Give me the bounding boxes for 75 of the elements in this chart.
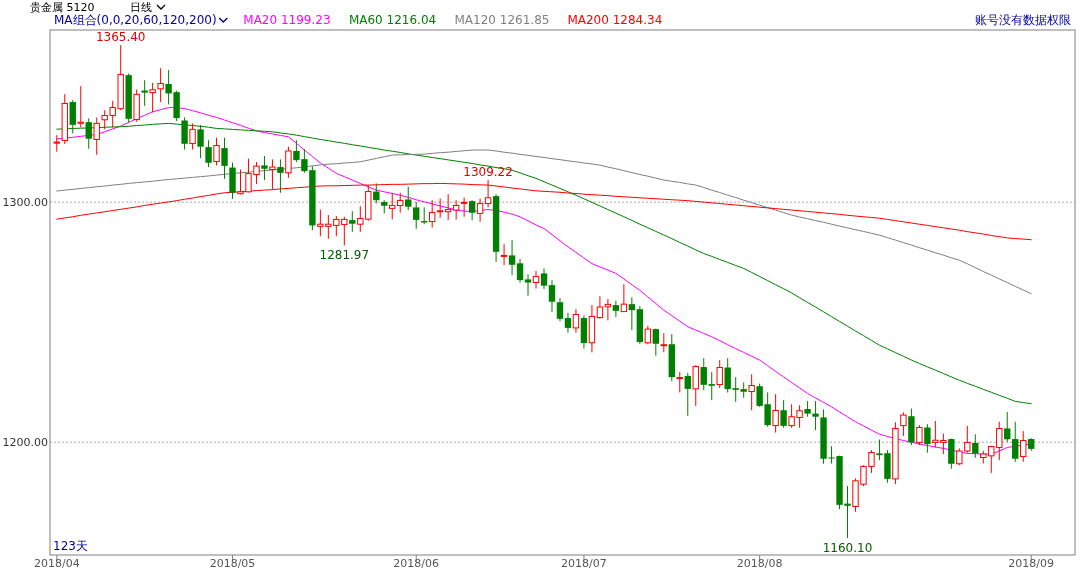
candlestick	[548, 279, 556, 313]
candlestick	[532, 270, 540, 290]
candlestick	[700, 357, 707, 391]
candlestick	[261, 155, 268, 181]
candlestick	[556, 297, 564, 322]
text: MA20 1199.23	[243, 13, 331, 27]
candlestick	[564, 312, 572, 334]
candlestick	[277, 158, 284, 194]
candlestick	[812, 400, 819, 431]
text: MA120 1261.85	[454, 13, 550, 27]
candlestick	[500, 243, 508, 266]
x-tick-label: 2018/08	[736, 557, 783, 570]
candlestick	[1012, 421, 1019, 463]
candlestick	[716, 359, 723, 389]
chart-subtitle: 日线	[130, 1, 152, 14]
x-tick-label: 2018/09	[1008, 557, 1055, 570]
candlestick	[476, 198, 484, 223]
candlestick	[141, 79, 148, 107]
x-tick-label: 2018/04	[33, 557, 80, 570]
text: MA60 1216.04	[348, 13, 437, 27]
candlestick	[652, 328, 660, 357]
candlestick	[772, 393, 779, 434]
candlestick	[1004, 411, 1011, 443]
candlestick	[644, 325, 652, 345]
chart-title: 贵金属 5120	[30, 1, 95, 14]
line-series	[56, 149, 1032, 295]
candlestick	[1020, 430, 1027, 463]
candlestick	[924, 423, 931, 454]
legend-title: MA组合(0,0,20,60,120,200)	[54, 13, 217, 27]
candlestick	[676, 371, 683, 393]
candlestick	[189, 122, 196, 151]
candlestick	[524, 273, 532, 297]
candlestick	[349, 210, 356, 233]
annotation: 123天	[53, 539, 88, 553]
candlestick	[620, 283, 628, 313]
candlestick	[916, 424, 923, 446]
candlestick	[205, 139, 212, 168]
candlestick	[660, 332, 667, 353]
annotation: 1281.97	[319, 248, 370, 263]
text: MA200 1284.34	[567, 13, 663, 27]
candlestick	[540, 267, 548, 290]
candlestick	[596, 295, 604, 320]
candlestick	[628, 296, 636, 331]
annotation: 1309.22	[463, 164, 513, 179]
annotation: 1160.10	[822, 540, 873, 555]
candlestick	[157, 67, 164, 103]
candlestick	[780, 399, 787, 429]
candlestick	[213, 137, 220, 166]
x-tick-label: 2018/05	[209, 557, 256, 570]
candlestick	[612, 300, 620, 318]
candlestick	[149, 82, 156, 113]
y-tick-label: 1200.00	[2, 436, 48, 450]
y-tick-label: 1300.00	[2, 196, 48, 210]
x-tick-label: 2018/06	[393, 557, 440, 570]
candlestick	[405, 186, 412, 211]
candlestick	[77, 85, 84, 128]
candlestick	[468, 199, 476, 221]
candlestick	[413, 201, 420, 230]
annotation: 1365.40	[95, 30, 146, 45]
candlestick	[972, 433, 979, 459]
x-tick-label: 2018/07	[561, 557, 607, 570]
candlestick	[221, 137, 228, 180]
candlestick	[748, 373, 755, 411]
candlestick	[428, 199, 436, 229]
candlestick	[508, 239, 516, 276]
candlestick	[692, 364, 699, 407]
candlestick	[684, 372, 691, 417]
text: 账号没有数据权限	[975, 13, 1071, 27]
candlestick	[516, 258, 524, 284]
candlestick	[460, 197, 468, 218]
candlestick	[93, 116, 100, 156]
candlestick	[572, 308, 580, 334]
candlestick	[285, 146, 292, 179]
candlestick	[708, 371, 715, 401]
candlestick	[900, 411, 907, 437]
